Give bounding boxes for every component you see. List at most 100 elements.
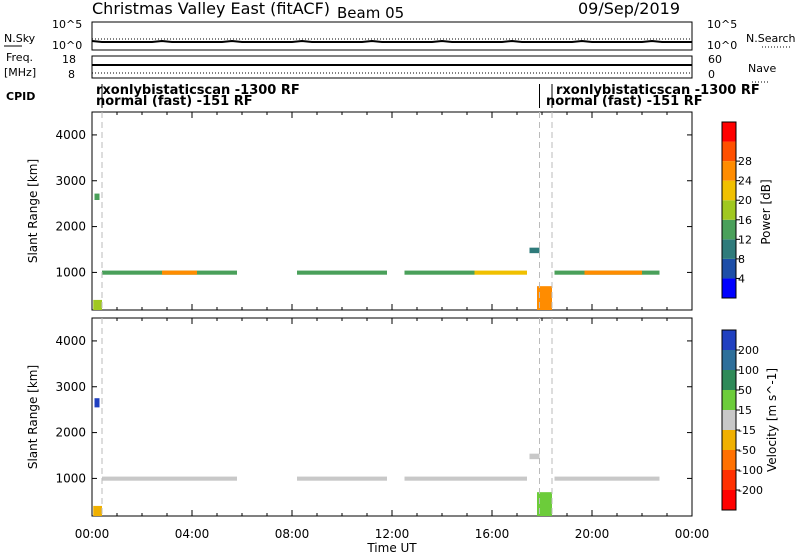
power-panel-frame <box>91 111 693 311</box>
range-echo-cell <box>297 476 387 481</box>
x-tick-label: 08:00 <box>275 527 310 541</box>
cpid-segment1-line1: rxonlybistaticscan -1300 RF <box>96 83 300 98</box>
range-echo-cell <box>529 247 540 254</box>
x-axis-label: Time UT <box>366 541 417 554</box>
range-echo-cell <box>297 270 387 275</box>
y-tick-label: 3000 <box>55 174 86 188</box>
colorbar-tick-label: 20 <box>738 194 752 207</box>
x-tick-label: 00:00 <box>75 527 110 541</box>
date-title: 09/Sep/2019 <box>578 0 680 18</box>
x-tick-label: 12:00 <box>375 527 410 541</box>
range-echo-cell <box>537 492 552 516</box>
power-ylabel: Slant Range [km] <box>26 159 40 263</box>
power-colorbar: 4 8 12 16 20 24 28 Power [dB] <box>721 121 773 299</box>
freq-label: Freq. <box>6 51 33 64</box>
colorbar-frame <box>721 121 737 299</box>
freq-tick-low: 8 <box>68 68 75 81</box>
nsky-label: N.Sky <box>4 32 36 45</box>
y-tick-label: 2000 <box>55 220 86 234</box>
range-echo-cell <box>94 398 100 408</box>
cpid-label: CPID <box>6 90 35 103</box>
range-echo-cell <box>537 286 552 310</box>
nsky-tick-high: 10^5 <box>52 18 82 31</box>
nsky-tick-low: 10^0 <box>52 39 82 52</box>
cpid-segment2-line2: normal (fast) -151 RF <box>546 94 703 109</box>
y-tick-label: 1000 <box>55 471 86 485</box>
colorbar-swatch <box>722 161 736 181</box>
colorbar-tick-label: 24 <box>738 175 752 188</box>
nave-tick-high: 60 <box>708 53 722 66</box>
power-colorbar-label: Power [dB] <box>759 179 773 244</box>
velocity-panel: 1000 2000 3000 4000 Slant Range [km] <box>26 317 693 517</box>
x-tick-label: 04:00 <box>175 527 210 541</box>
colorbar-tick-label: -100 <box>738 464 763 477</box>
colorbar-tick-label: -50 <box>738 444 756 457</box>
y-tick-label: 4000 <box>55 128 86 142</box>
velocity-colorbar: 200 100 50 15 -15 -50 -100 -200 Velocity [m s^-… <box>721 329 779 511</box>
colorbar-swatch <box>722 430 736 450</box>
range-echo-cell <box>554 476 660 481</box>
range-echo-cell <box>162 270 197 275</box>
nsky-trace <box>91 39 692 43</box>
beam-title: Beam 05 <box>337 4 404 22</box>
colorbar-swatch <box>722 410 736 430</box>
nsearch-label: N.Search <box>746 32 796 45</box>
range-echo-cell <box>102 476 237 481</box>
velocity-ylabel: Slant Range [km] <box>26 365 40 469</box>
colorbar-swatch <box>722 470 736 490</box>
colorbar-tick-label: 200 <box>738 344 759 357</box>
freq-tick-high: 18 <box>62 53 76 66</box>
range-echo-cell <box>94 193 100 200</box>
colorbar-swatch <box>722 350 736 370</box>
colorbar-tick-label: 100 <box>738 364 759 377</box>
range-echo-cell <box>584 270 642 275</box>
colorbar-swatch <box>722 180 736 201</box>
x-tick-label: 00:00 <box>675 527 710 541</box>
colorbar-tick-label: -200 <box>738 484 763 497</box>
range-echo-cell <box>93 299 102 310</box>
cpid-segment2-line1: rxonlybistaticscan -1300 RF <box>556 83 760 98</box>
nave-label: Nave <box>748 62 776 75</box>
station-title: Christmas Valley East (fitACF) <box>92 0 330 18</box>
colorbar-tick-label: 16 <box>738 214 752 227</box>
colorbar-swatch <box>722 450 736 470</box>
nsearch-tick-low: 10^0 <box>707 39 737 52</box>
colorbar-tick-label: 4 <box>738 272 745 285</box>
colorbar-tick-label: 15 <box>738 404 752 417</box>
colorbar-tick-label: -15 <box>738 424 756 437</box>
y-tick-label: 2000 <box>55 426 86 440</box>
colorbar-swatch <box>722 330 736 350</box>
range-echo-cell <box>93 505 102 516</box>
colorbar-swatch <box>722 490 736 510</box>
nsearch-tick-high: 10^5 <box>707 18 737 31</box>
colorbar-frame <box>721 329 737 511</box>
colorbar-tick-label: 12 <box>738 233 752 246</box>
colorbar-swatch <box>722 219 736 240</box>
colorbar-swatch <box>722 390 736 410</box>
colorbar-tick-label: 50 <box>738 384 752 397</box>
colorbar-tick-label: 8 <box>738 253 745 266</box>
freq-panel: Freq. [MHz] 18 8 60 0 Nave <box>4 51 776 83</box>
x-tick-label: 20:00 <box>575 527 610 541</box>
range-echo-cell <box>404 270 475 275</box>
colorbar-swatch <box>722 141 736 162</box>
colorbar-swatch <box>722 258 736 279</box>
velocity-colorbar-label: Velocity [m s^-1] <box>765 368 779 472</box>
y-tick-label: 4000 <box>55 334 86 348</box>
velocity-panel-frame <box>91 317 693 517</box>
range-echo-cell <box>404 476 527 481</box>
colorbar-swatch <box>722 278 736 298</box>
nave-tick-low: 0 <box>708 68 715 81</box>
colorbar-tick-label: 28 <box>738 155 752 168</box>
cpid-strip: CPID rxonlybistaticscan -1300 RF normal … <box>6 83 760 109</box>
range-echo-cell <box>474 270 527 275</box>
y-tick-label: 1000 <box>55 265 86 279</box>
colorbar-swatch <box>722 200 736 220</box>
colorbar-swatch <box>722 239 736 259</box>
cpid-segment1-line2: normal (fast) -151 RF <box>96 94 253 109</box>
power-panel: 1000 2000 3000 4000 Slant Range [km] <box>26 111 693 311</box>
range-echo-cell <box>529 453 540 460</box>
nsky-panel: N.Sky 10^5 10^0 10^5 10^0 N.Search <box>4 18 796 52</box>
colorbar-swatch <box>722 370 736 390</box>
